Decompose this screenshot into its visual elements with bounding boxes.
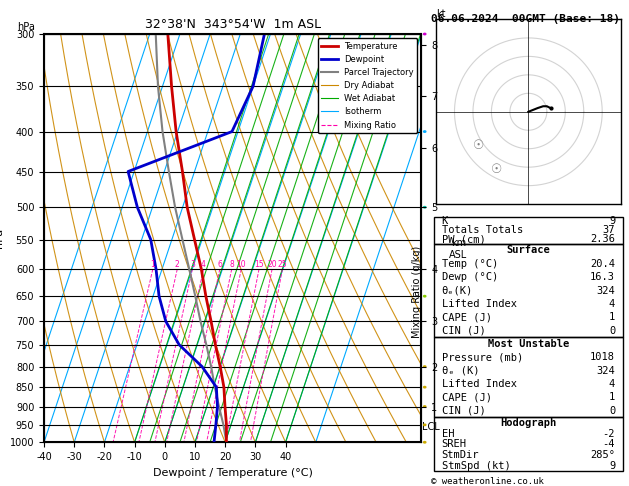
Legend: Temperature, Dewpoint, Parcel Trajectory, Dry Adiabat, Wet Adiabat, Isotherm, Mi: Temperature, Dewpoint, Parcel Trajectory… (318, 38, 417, 133)
Text: © weatheronline.co.uk: © weatheronline.co.uk (431, 477, 543, 486)
Text: 6: 6 (218, 260, 222, 269)
Text: θₑ(K): θₑ(K) (442, 285, 473, 295)
Text: 20.4: 20.4 (590, 259, 615, 269)
Text: 0: 0 (609, 406, 615, 416)
Text: Dewp (°C): Dewp (°C) (442, 272, 498, 282)
Text: Most Unstable: Most Unstable (487, 339, 569, 349)
Text: StmSpd (kt): StmSpd (kt) (442, 461, 510, 470)
Text: 9: 9 (609, 461, 615, 470)
X-axis label: Dewpoint / Temperature (°C): Dewpoint / Temperature (°C) (153, 468, 313, 478)
Text: 2: 2 (175, 260, 180, 269)
Text: 1: 1 (150, 260, 155, 269)
Text: Mixing Ratio (g/kg): Mixing Ratio (g/kg) (412, 245, 422, 338)
Text: 285°: 285° (590, 450, 615, 460)
Text: 2.36: 2.36 (590, 234, 615, 244)
Text: 1018: 1018 (590, 352, 615, 363)
Text: StmDir: StmDir (442, 450, 479, 460)
Text: -4: -4 (603, 439, 615, 449)
Bar (434, 417, 623, 471)
Y-axis label: km
ASL: km ASL (449, 238, 467, 260)
Text: PW (cm): PW (cm) (442, 234, 486, 244)
Text: 37: 37 (603, 226, 615, 235)
Text: 324: 324 (596, 285, 615, 295)
Text: θₑ (K): θₑ (K) (442, 365, 479, 376)
Text: ☉: ☉ (491, 163, 503, 176)
Text: -2: -2 (603, 429, 615, 438)
Bar (434, 337, 623, 417)
Text: Temp (°C): Temp (°C) (442, 259, 498, 269)
Text: 3: 3 (190, 260, 195, 269)
Text: 1: 1 (609, 312, 615, 322)
Text: 4: 4 (201, 260, 206, 269)
Text: 25: 25 (277, 260, 287, 269)
Bar (434, 217, 623, 244)
Text: 4: 4 (609, 379, 615, 389)
Text: 324: 324 (596, 365, 615, 376)
Title: 32°38'N  343°54'W  1m ASL: 32°38'N 343°54'W 1m ASL (145, 18, 321, 32)
Text: Totals Totals: Totals Totals (442, 226, 523, 235)
Text: Lifted Index: Lifted Index (442, 299, 516, 309)
Text: kt: kt (436, 9, 445, 18)
Text: 1: 1 (609, 392, 615, 402)
Text: 0: 0 (609, 326, 615, 336)
Text: Pressure (mb): Pressure (mb) (442, 352, 523, 363)
Text: hPa: hPa (18, 22, 35, 32)
Text: 8: 8 (230, 260, 234, 269)
Bar (434, 244, 623, 337)
Text: 15: 15 (254, 260, 264, 269)
Text: 16.3: 16.3 (590, 272, 615, 282)
Text: Lifted Index: Lifted Index (442, 379, 516, 389)
Text: LCL: LCL (422, 422, 440, 432)
Text: 10: 10 (237, 260, 246, 269)
Text: CIN (J): CIN (J) (442, 406, 486, 416)
Text: CIN (J): CIN (J) (442, 326, 486, 336)
Text: 20: 20 (267, 260, 277, 269)
Text: 4: 4 (609, 299, 615, 309)
Text: Hodograph: Hodograph (500, 418, 557, 428)
Text: 9: 9 (609, 216, 615, 226)
Text: SREH: SREH (442, 439, 467, 449)
Text: CAPE (J): CAPE (J) (442, 392, 491, 402)
Text: ☉: ☉ (473, 139, 484, 152)
Text: EH: EH (442, 429, 454, 438)
Text: CAPE (J): CAPE (J) (442, 312, 491, 322)
Text: 06.06.2024  00GMT (Base: 18): 06.06.2024 00GMT (Base: 18) (431, 14, 620, 24)
Y-axis label: hPa: hPa (0, 228, 4, 248)
Text: Surface: Surface (506, 245, 550, 256)
Text: K: K (442, 216, 448, 226)
